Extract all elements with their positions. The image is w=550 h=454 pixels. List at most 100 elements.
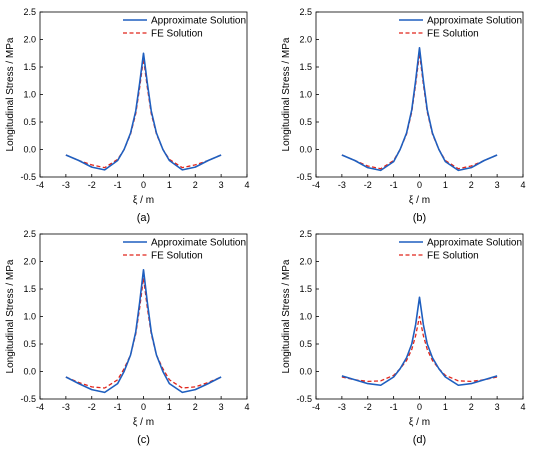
x-tick-label: 3 xyxy=(219,180,224,190)
x-tick-label: -1 xyxy=(114,180,122,190)
x-tick-label: 0 xyxy=(141,402,146,412)
y-tick-label: 2.5 xyxy=(299,229,312,239)
y-tick-label: 2.5 xyxy=(23,229,36,239)
y-tick-label: 0.0 xyxy=(23,367,36,377)
y-tick-label: 0.0 xyxy=(299,367,312,377)
panel-label: (a) xyxy=(137,212,150,224)
chart-panel-3: -4 -3 -2 -1 0 1 2 3 4 -0.5 0.0 0.5 1.0 1.5 2.0 2.5 ξ / m… xyxy=(5,229,250,446)
y-axis-title: Longitudinal Stress / MPa xyxy=(5,259,16,373)
legend-label: FE Solution xyxy=(427,29,479,40)
y-tick-label: -0.5 xyxy=(20,394,36,404)
x-tick-label: 2 xyxy=(469,402,474,412)
x-tick-label: -1 xyxy=(390,180,398,190)
x-tick-label: 2 xyxy=(193,180,198,190)
x-tick-label: -2 xyxy=(364,402,372,412)
y-tick-label: 0.5 xyxy=(23,339,36,349)
y-tick-label: 0.0 xyxy=(23,145,36,155)
x-axis-title: ξ / m xyxy=(133,417,154,428)
x-axis-title: ξ / m xyxy=(409,195,430,206)
x-tick-label: 1 xyxy=(443,180,448,190)
y-tick-label: 1.0 xyxy=(299,312,312,322)
plot-frame xyxy=(315,11,524,178)
legend-label: Approximate Solution xyxy=(151,238,246,249)
series-line-approximate xyxy=(65,52,222,171)
plot-frame xyxy=(39,233,248,400)
y-tick-label: 1.5 xyxy=(299,62,312,72)
y-tick-label: -0.5 xyxy=(20,172,36,182)
y-axis-title: Longitudinal Stress / MPa xyxy=(281,259,292,373)
x-tick-label: 2 xyxy=(193,402,198,412)
legend-label: Approximate Solution xyxy=(427,16,522,27)
y-tick-label: 2.5 xyxy=(299,7,312,17)
series-line-fe xyxy=(341,315,498,383)
series-line-fe xyxy=(341,52,498,170)
series-line-approximate xyxy=(341,296,498,387)
x-tick-label: 1 xyxy=(443,402,448,412)
y-tick-label: -0.5 xyxy=(296,394,312,404)
y-tick-label: 1.5 xyxy=(23,284,36,294)
x-axis-title: ξ / m xyxy=(409,417,430,428)
y-tick-label: 0.5 xyxy=(299,117,312,127)
x-tick-label: -2 xyxy=(364,180,372,190)
y-tick-label: 1.5 xyxy=(23,62,36,72)
x-tick-label: -4 xyxy=(312,180,320,190)
x-tick-label: 0 xyxy=(141,180,146,190)
x-tick-label: 4 xyxy=(520,402,525,412)
y-tick-label: 1.0 xyxy=(23,312,36,322)
x-tick-label: -4 xyxy=(36,180,44,190)
x-tick-label: -3 xyxy=(62,402,70,412)
y-tick-label: 0.5 xyxy=(23,117,36,127)
chart-panel-1: -4 -3 -2 -1 0 1 2 3 4 -0.5 0.0 0.5 1.0 1.5 2.0 2.5 ξ / m… xyxy=(5,7,250,224)
x-tick-label: -3 xyxy=(338,402,346,412)
x-tick-label: -2 xyxy=(88,180,96,190)
series-line-approximate xyxy=(65,268,222,394)
x-axis-title: ξ / m xyxy=(133,195,154,206)
series-line-approximate xyxy=(341,46,498,172)
panel-label: (c) xyxy=(137,434,150,446)
x-tick-label: 3 xyxy=(219,402,224,412)
y-axis-title: Longitudinal Stress / MPa xyxy=(5,37,16,151)
plot-frame xyxy=(39,11,248,178)
x-tick-label: 4 xyxy=(244,402,249,412)
x-tick-label: 4 xyxy=(520,180,525,190)
x-tick-label: -1 xyxy=(390,402,398,412)
legend-label: Approximate Solution xyxy=(427,238,522,249)
panel-label: (b) xyxy=(413,212,426,224)
chart-panel-2: -4 -3 -2 -1 0 1 2 3 4 -0.5 0.0 0.5 1.0 1.5 2.0 2.5 ξ / m… xyxy=(281,7,526,224)
x-tick-label: 1 xyxy=(167,402,172,412)
y-tick-label: 1.5 xyxy=(299,284,312,294)
y-tick-label: 1.0 xyxy=(299,90,312,100)
y-tick-label: 2.0 xyxy=(299,35,312,45)
legend-label: FE Solution xyxy=(151,251,203,262)
y-tick-label: 0.0 xyxy=(299,145,312,155)
x-tick-label: -4 xyxy=(312,402,320,412)
x-tick-label: -3 xyxy=(338,180,346,190)
x-tick-label: 4 xyxy=(244,180,249,190)
panel-label: (d) xyxy=(413,434,426,446)
x-tick-label: 3 xyxy=(495,180,500,190)
x-tick-label: 0 xyxy=(417,402,422,412)
x-tick-label: 2 xyxy=(469,180,474,190)
legend-label: Approximate Solution xyxy=(151,16,246,27)
y-tick-label: 1.0 xyxy=(23,90,36,100)
x-tick-label: -1 xyxy=(114,402,122,412)
legend-label: FE Solution xyxy=(151,29,203,40)
y-tick-label: 0.5 xyxy=(299,339,312,349)
y-tick-label: -0.5 xyxy=(296,172,312,182)
series-line-fe xyxy=(65,58,222,169)
chart-panel-4: -4 -3 -2 -1 0 1 2 3 4 -0.5 0.0 0.5 1.0 1.5 2.0 2.5 ξ / m… xyxy=(281,229,526,446)
series-line-fe xyxy=(65,277,222,389)
x-tick-label: 0 xyxy=(417,180,422,190)
x-tick-label: 3 xyxy=(495,402,500,412)
y-tick-label: 2.0 xyxy=(299,257,312,267)
x-tick-label: -4 xyxy=(36,402,44,412)
y-tick-label: 2.0 xyxy=(23,35,36,45)
y-tick-label: 2.0 xyxy=(23,257,36,267)
x-tick-label: -2 xyxy=(88,402,96,412)
x-tick-label: 1 xyxy=(167,180,172,190)
y-axis-title: Longitudinal Stress / MPa xyxy=(281,37,292,151)
legend-label: FE Solution xyxy=(427,251,479,262)
x-tick-label: -3 xyxy=(62,180,70,190)
y-tick-label: 2.5 xyxy=(23,7,36,17)
